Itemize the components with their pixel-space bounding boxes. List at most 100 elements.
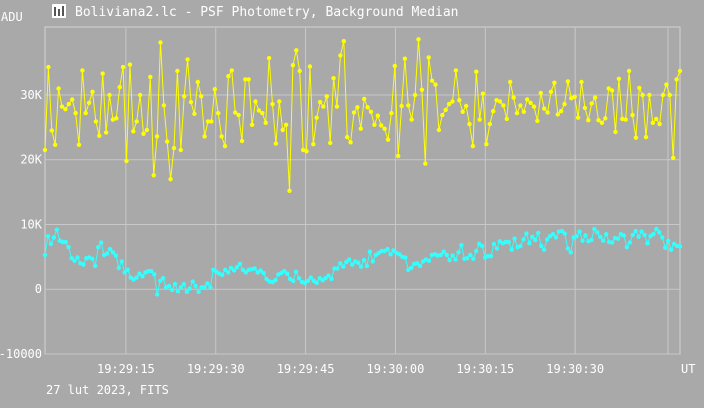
data-point [636, 234, 641, 239]
data-point [392, 63, 397, 69]
data-point [178, 147, 183, 153]
data-point [66, 101, 72, 107]
data-point [467, 121, 472, 127]
data-point [97, 133, 102, 138]
data-point [389, 110, 394, 116]
data-point [525, 97, 530, 102]
data-point [338, 53, 343, 58]
data-point [270, 101, 275, 107]
data-point [444, 252, 449, 258]
data-point [158, 278, 163, 283]
data-point [190, 279, 195, 284]
data-point [654, 226, 659, 232]
data-point [552, 80, 557, 85]
data-point [348, 140, 353, 145]
data-point [314, 115, 319, 120]
data-point [459, 243, 464, 248]
data-point [59, 104, 65, 109]
data-point [527, 241, 532, 246]
data-point [562, 101, 567, 107]
data-point [161, 103, 167, 108]
data-point [212, 87, 217, 92]
data-point [195, 79, 200, 85]
data-point [124, 158, 129, 164]
data-point [443, 107, 448, 113]
data-point [127, 62, 133, 67]
data-point [277, 99, 282, 104]
data-point [56, 86, 61, 91]
data-point [154, 134, 160, 139]
data-point [202, 285, 207, 290]
data-point [103, 130, 109, 135]
data-point [236, 112, 241, 118]
data-point [90, 89, 95, 95]
data-point [633, 228, 638, 234]
data-point [447, 257, 452, 263]
data-point [370, 259, 375, 264]
data-point [199, 94, 204, 99]
data-point [46, 64, 51, 70]
data-point [640, 92, 645, 98]
data-point [580, 238, 585, 243]
data-point [599, 120, 605, 126]
data-point [361, 257, 367, 263]
data-point [538, 90, 543, 96]
data-point [229, 68, 234, 73]
data-point [558, 109, 564, 114]
data-point [621, 233, 627, 238]
data-point [630, 112, 635, 118]
data-point [660, 235, 665, 240]
y-tick-label: -10000 [0, 347, 42, 361]
data-point [184, 289, 189, 294]
data-point [86, 100, 92, 106]
data-point [290, 62, 296, 68]
data-point [609, 240, 615, 245]
data-point [308, 275, 313, 280]
data-point [414, 261, 420, 266]
data-point [606, 86, 611, 91]
data-point [598, 234, 603, 239]
data-point [53, 142, 58, 147]
data-point [518, 103, 523, 108]
data-point [488, 254, 494, 259]
data-point [125, 267, 130, 272]
data-point [477, 117, 482, 122]
data-point [260, 110, 265, 116]
data-point [409, 265, 414, 271]
data-point [122, 270, 127, 275]
data-point [412, 92, 418, 98]
data-point [555, 112, 560, 117]
data-point [362, 96, 367, 102]
data-point [470, 143, 476, 149]
data-point [107, 92, 112, 98]
data-point [586, 118, 591, 123]
data-point [484, 142, 489, 147]
data-point [385, 137, 391, 142]
data-point [559, 228, 565, 234]
data-point [252, 266, 257, 271]
data-point [491, 109, 496, 114]
data-point [209, 119, 214, 124]
data-point [205, 119, 211, 124]
data-point [620, 116, 625, 122]
data-point [151, 173, 156, 178]
data-point [216, 110, 221, 116]
data-point [323, 276, 328, 281]
data-point [116, 265, 122, 271]
data-point [261, 270, 266, 276]
data-point [93, 119, 99, 124]
data-point [494, 98, 499, 103]
data-point [80, 68, 85, 73]
data-point [172, 281, 178, 287]
data-point [76, 142, 82, 147]
data-point [208, 285, 213, 290]
data-point [645, 241, 650, 246]
data-point [403, 255, 408, 260]
data-point [239, 138, 245, 144]
data-point [158, 40, 163, 45]
data-point [409, 117, 414, 122]
data-point [48, 241, 54, 247]
data-point [196, 289, 201, 294]
data-point [604, 232, 609, 237]
